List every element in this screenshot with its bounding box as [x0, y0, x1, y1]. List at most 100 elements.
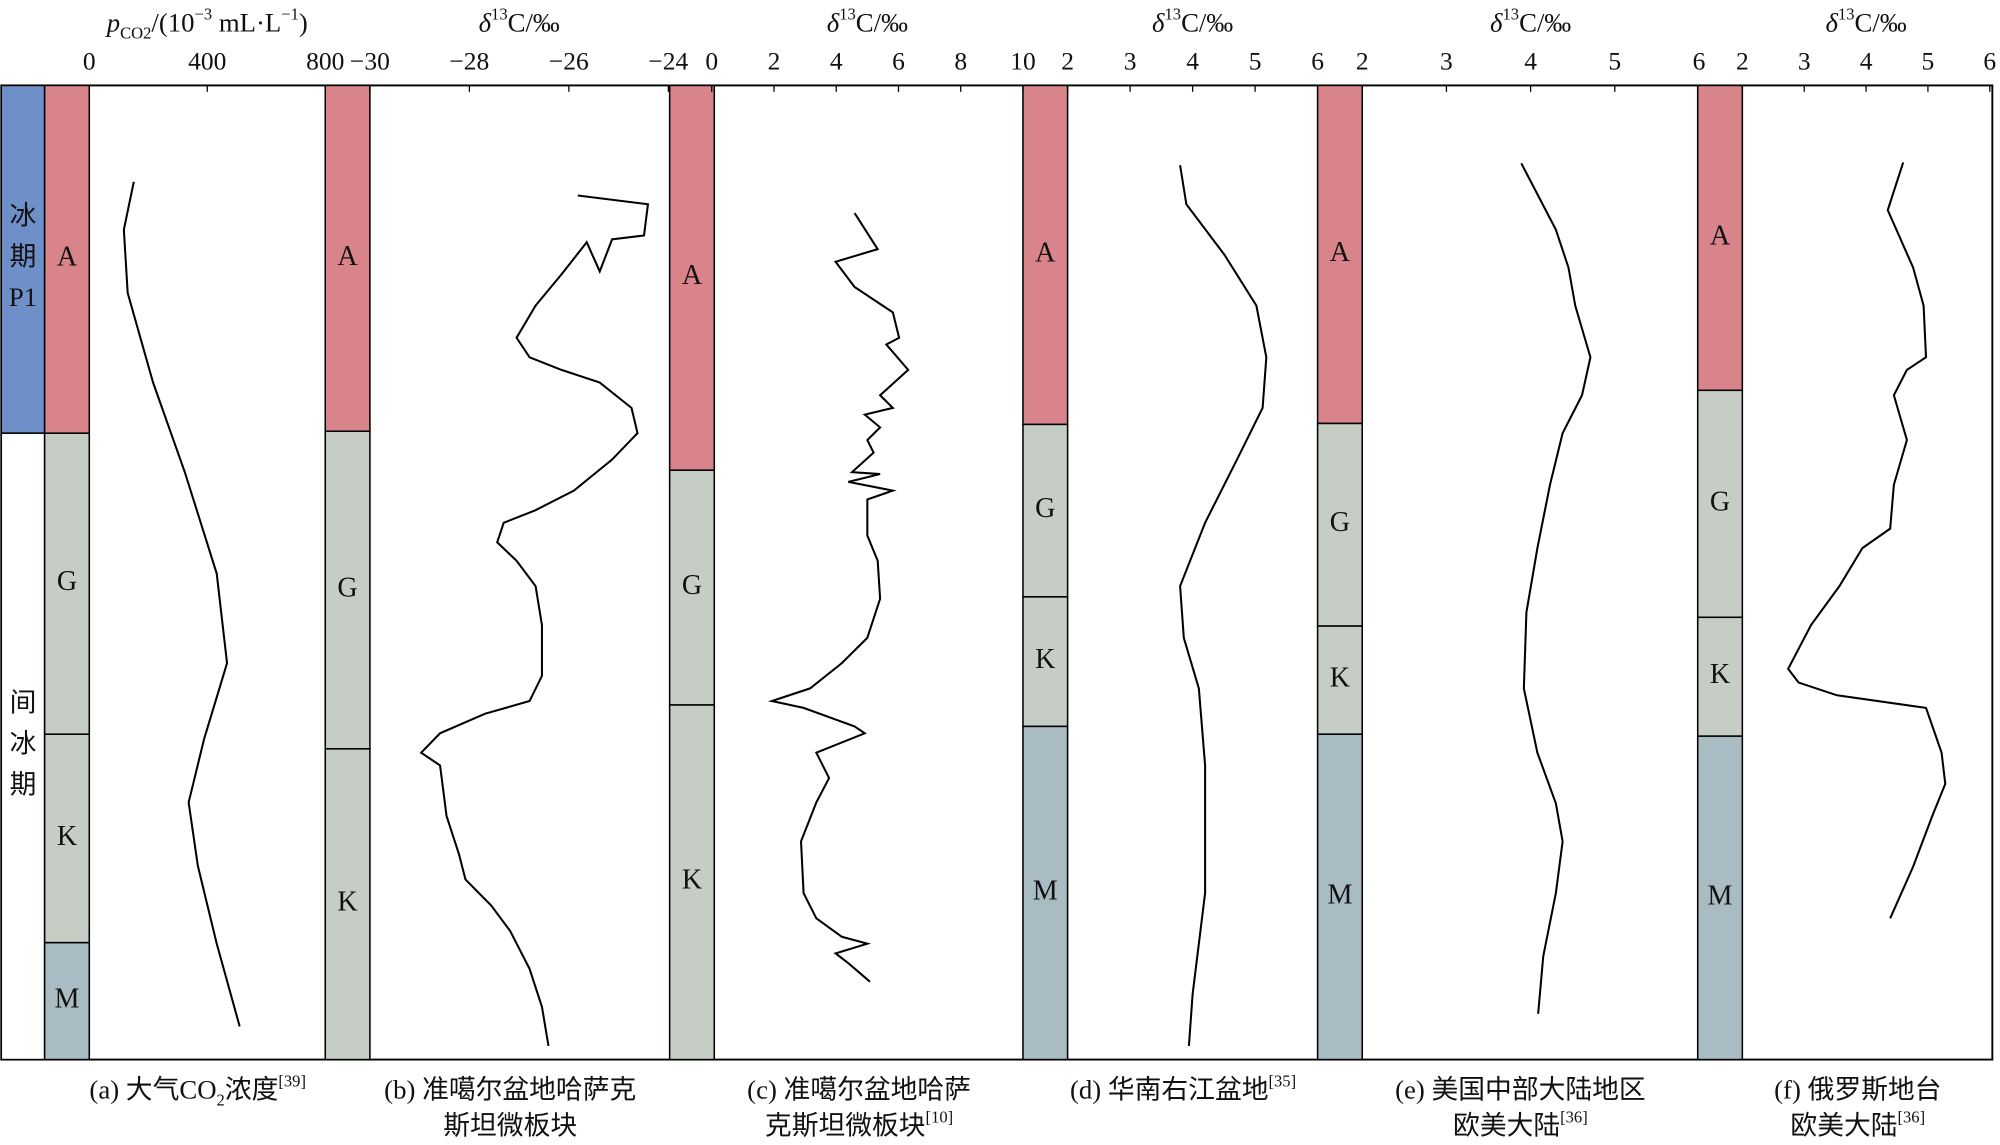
text-part: δ	[827, 8, 840, 38]
zone-band	[324, 84, 371, 433]
text-part: [35]	[1269, 1072, 1297, 1091]
zone-band	[1022, 84, 1069, 426]
text-part: 13	[1503, 5, 1520, 24]
text-part: 欧美大陆	[1453, 1111, 1560, 1141]
text-part: (e) 美国中部大陆地区	[1395, 1075, 1646, 1105]
caption: (d) 华南右江盆地[35]	[1070, 1072, 1296, 1105]
zone-label: A	[1330, 237, 1351, 268]
zone-label: G	[337, 572, 357, 603]
data-line	[767, 212, 910, 983]
text-part: 13	[839, 5, 856, 24]
text-part: C/‰	[1181, 8, 1233, 38]
text-part: /(10	[151, 8, 194, 38]
zone-band	[1696, 389, 1744, 619]
text-part: −1	[281, 5, 299, 24]
zone-label: K	[682, 865, 702, 896]
zone-label: K	[1710, 659, 1730, 690]
text-part: δ	[1490, 8, 1503, 38]
stage-label: 期	[10, 769, 37, 799]
zone-band	[1696, 735, 1744, 1061]
text-part: mL·L	[212, 8, 281, 38]
text-part: 克斯坦微板块	[765, 1111, 926, 1141]
x-axis-label: pCO2/(10−3 mL·L−1)	[105, 5, 308, 43]
caption: (c) 准噶尔盆地哈萨	[747, 1075, 971, 1105]
x-tick-label: 2	[768, 47, 781, 76]
zone-label: A	[1710, 220, 1731, 251]
x-axis-label: δ13C/‰	[1152, 5, 1233, 38]
x-tick-label: 2	[1356, 47, 1369, 76]
caption: 克斯坦微板块[10]	[765, 1108, 953, 1141]
caption: (e) 美国中部大陆地区	[1395, 1075, 1646, 1105]
x-tick-label: 3	[1798, 47, 1811, 76]
text-part: (d) 华南右江盆地	[1070, 1075, 1269, 1105]
zone-band	[1316, 733, 1364, 1061]
text-part: )	[299, 8, 308, 38]
data-line	[1179, 165, 1268, 1047]
x-tick-label: −24	[648, 47, 688, 76]
zone-label: K	[1035, 644, 1055, 675]
text-part: δ	[1826, 8, 1839, 38]
text-part: [39]	[278, 1072, 306, 1091]
text-part: 13	[1165, 5, 1182, 24]
zone-band	[1696, 84, 1744, 392]
x-tick-label: 0	[705, 47, 718, 76]
x-axis-label: δ13C/‰	[1826, 5, 1907, 38]
x-tick-label: 0	[83, 47, 96, 76]
text-part: −3	[195, 5, 213, 24]
zone-label: A	[57, 242, 78, 273]
zone-band	[1022, 596, 1069, 728]
zone-band	[1316, 625, 1364, 735]
stage-label: 间	[10, 688, 37, 718]
zone-band	[668, 704, 716, 1061]
x-tick-label: −30	[350, 47, 390, 76]
text-part: δ	[479, 8, 492, 38]
text-part: δ	[1152, 8, 1165, 38]
x-tick-label: −26	[549, 47, 589, 76]
x-tick-label: −28	[449, 47, 489, 76]
text-part: C/‰	[1519, 8, 1571, 38]
stage-band	[0, 84, 46, 434]
text-part: [36]	[1560, 1108, 1588, 1127]
zone-label: A	[1035, 237, 1056, 268]
zone-band	[43, 84, 91, 434]
zone-label: M	[1327, 879, 1352, 910]
x-tick-label: 5	[1608, 47, 1621, 76]
zone-band	[668, 469, 716, 706]
zone-band	[1316, 84, 1364, 425]
x-tick-label: 10	[1010, 47, 1036, 76]
text-part: C/‰	[856, 8, 908, 38]
zone-label: G	[682, 570, 702, 601]
text-part: [10]	[926, 1108, 954, 1127]
zone-label: G	[1330, 507, 1350, 538]
stage-label: 冰	[10, 201, 37, 231]
x-tick-label: 4	[1524, 47, 1537, 76]
x-axis-label: δ13C/‰	[479, 5, 560, 38]
caption: 斯坦微板块	[443, 1111, 577, 1141]
x-axis-label: δ13C/‰	[1490, 5, 1571, 38]
caption: (b) 准噶尔盆地哈萨克	[384, 1075, 636, 1105]
stage-label: 期	[10, 241, 37, 271]
zone-band	[1022, 725, 1069, 1061]
zone-label: G	[1035, 493, 1055, 524]
text-part: 2	[217, 1091, 225, 1110]
zone-label: K	[337, 887, 357, 918]
zone-band	[324, 430, 371, 750]
zone-label: G	[1710, 486, 1730, 517]
x-tick-label: 6	[1693, 47, 1706, 76]
zone-band	[1022, 423, 1069, 598]
data-line	[1520, 162, 1592, 1014]
text-part: (a) 大气CO	[89, 1075, 216, 1105]
text-part: (c) 准噶尔盆地哈萨	[747, 1075, 971, 1105]
text-part: 斯坦微板块	[443, 1111, 577, 1141]
zone-label: G	[57, 566, 77, 597]
zone-band	[43, 432, 91, 735]
stage-label: P1	[9, 282, 37, 312]
text-part: 13	[491, 5, 508, 24]
caption: 欧美大陆[36]	[1790, 1108, 1925, 1141]
caption: (a) 大气CO2浓度[39]	[89, 1072, 306, 1110]
text-part: C/‰	[1855, 8, 1907, 38]
zone-band	[1316, 422, 1364, 627]
zone-label: K	[1330, 663, 1350, 694]
x-tick-label: 6	[892, 47, 905, 76]
